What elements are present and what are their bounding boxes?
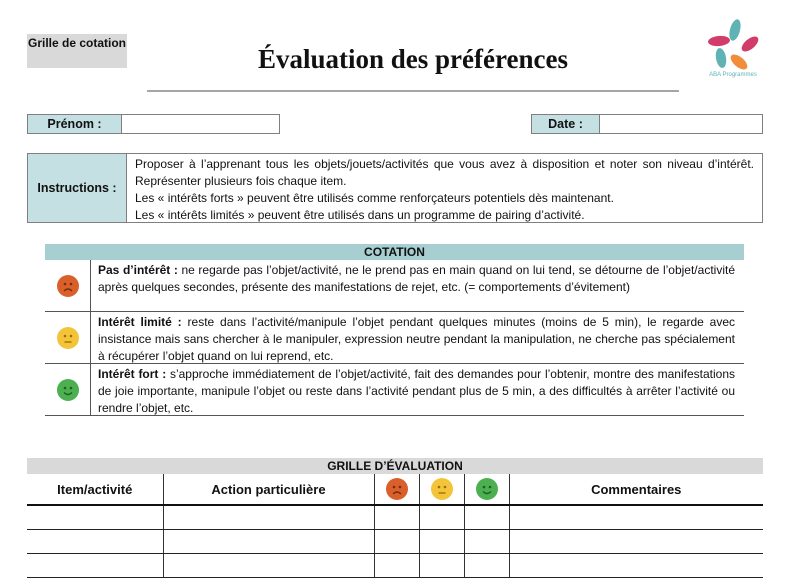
- interet-fort-cell[interactable]: [463, 553, 509, 578]
- action-cell[interactable]: [162, 529, 374, 554]
- evaluation-grid: Item/activité Action particulière Commen…: [27, 474, 763, 578]
- instruction-line: Les « intérêts forts » peuvent être util…: [135, 191, 614, 205]
- cotation-description: reste dans l’activité/manipule l’objet p…: [98, 315, 735, 363]
- grille-evaluation-header: GRILLE D’ÉVALUATION: [27, 458, 763, 474]
- pas-interet-cell[interactable]: [373, 529, 419, 554]
- prenom-input[interactable]: [121, 114, 280, 134]
- happy-face-icon: [56, 378, 79, 401]
- action-cell[interactable]: [162, 553, 374, 578]
- column-interet-limite: [418, 474, 464, 506]
- interet-limite-cell[interactable]: [418, 529, 464, 554]
- cotation-term: Intérêt limité :: [98, 315, 182, 329]
- date-input[interactable]: [599, 114, 763, 134]
- interet-limite-cell[interactable]: [418, 505, 464, 530]
- cotation-row-interet-limite: Intérêt limité : reste dans l’activité/m…: [45, 312, 744, 364]
- column-comments: Commentaires: [508, 474, 763, 506]
- cotation-row-pas-interet: Pas d’intérêt : ne regarde pas l’objet/a…: [45, 260, 744, 312]
- comments-cell[interactable]: [508, 553, 763, 578]
- neutral-face-icon: [56, 326, 79, 349]
- date-label: Date :: [531, 114, 600, 134]
- comments-cell[interactable]: [508, 505, 763, 530]
- instructions-label: Instructions :: [27, 153, 127, 223]
- column-pas-interet: [373, 474, 419, 506]
- table-row: [27, 529, 763, 554]
- sad-face-icon: [56, 274, 79, 297]
- column-action: Action particulière: [162, 474, 374, 506]
- sad-face-icon: [385, 478, 408, 500]
- svg-text:ABA Programmes: ABA Programmes: [709, 72, 757, 78]
- interet-fort-cell[interactable]: [463, 505, 509, 530]
- cotation-description: s’approche immédiatement de l’objet/acti…: [98, 367, 735, 415]
- happy-face-icon: [475, 478, 498, 500]
- instruction-line: Les « intérêts limités » peuvent être ut…: [135, 208, 585, 222]
- item-cell[interactable]: [27, 505, 163, 530]
- instructions-text: Proposer à l’apprenant tous les objets/j…: [126, 153, 763, 223]
- page-title: Évaluation des préférences: [258, 44, 568, 74]
- grille-de-cotation-badge: Grille de cotation: [27, 34, 127, 68]
- column-item: Item/activité: [27, 474, 163, 506]
- table-row: [27, 505, 763, 530]
- comments-cell[interactable]: [508, 529, 763, 554]
- item-cell[interactable]: [27, 529, 163, 554]
- cotation-row-interet-fort: Intérêt fort : s’approche immédiatement …: [45, 364, 744, 416]
- interet-limite-cell[interactable]: [418, 553, 464, 578]
- table-row: [27, 553, 763, 578]
- prenom-label: Prénom :: [27, 114, 122, 134]
- action-cell[interactable]: [162, 505, 374, 530]
- pas-interet-cell[interactable]: [373, 553, 419, 578]
- aba-programmes-logo: ABA Programmes: [705, 16, 761, 80]
- interet-fort-cell[interactable]: [463, 529, 509, 554]
- instruction-line: Proposer à l’apprenant tous les objets/j…: [135, 157, 754, 188]
- pas-interet-cell[interactable]: [373, 505, 419, 530]
- title-divider: [147, 90, 679, 92]
- column-interet-fort: [463, 474, 509, 506]
- cotation-term: Pas d’intérêt :: [98, 263, 178, 277]
- cotation-term: Intérêt fort :: [98, 367, 167, 381]
- item-cell[interactable]: [27, 553, 163, 578]
- cotation-description: ne regarde pas l’objet/activité, ne le p…: [98, 263, 735, 294]
- neutral-face-icon: [430, 478, 453, 500]
- cotation-header: COTATION: [45, 244, 744, 260]
